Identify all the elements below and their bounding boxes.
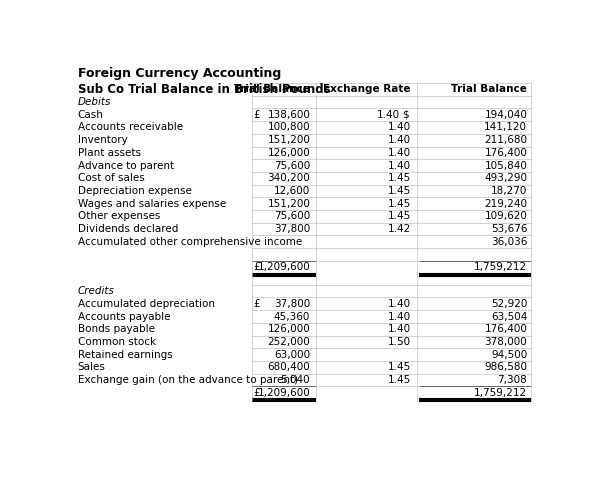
Text: 340,200: 340,200 xyxy=(268,174,310,183)
Text: Depreciation expense: Depreciation expense xyxy=(78,186,191,196)
Text: 45,360: 45,360 xyxy=(274,312,310,321)
Text: 176,400: 176,400 xyxy=(485,324,527,334)
Text: $: $ xyxy=(402,110,408,120)
Text: 63,504: 63,504 xyxy=(491,312,527,321)
Text: 211,680: 211,680 xyxy=(484,135,527,145)
Text: 109,620: 109,620 xyxy=(485,211,527,221)
Text: Credits: Credits xyxy=(78,286,115,296)
Text: Inventory: Inventory xyxy=(78,135,128,145)
Text: Cost of sales: Cost of sales xyxy=(78,174,145,183)
Text: 1.40: 1.40 xyxy=(388,161,411,171)
Text: 141,120: 141,120 xyxy=(484,122,527,133)
Text: Exchange Rate: Exchange Rate xyxy=(323,84,411,94)
Text: 1.40: 1.40 xyxy=(388,324,411,334)
Text: 18,270: 18,270 xyxy=(491,186,527,196)
Text: 75,600: 75,600 xyxy=(274,211,310,221)
Text: 151,200: 151,200 xyxy=(267,135,310,145)
Text: 75,600: 75,600 xyxy=(274,161,310,171)
Text: 176,400: 176,400 xyxy=(485,148,527,158)
Text: 126,000: 126,000 xyxy=(268,324,310,334)
Text: 151,200: 151,200 xyxy=(267,199,310,209)
Text: £: £ xyxy=(254,299,260,309)
Text: Accumulated other comprehensive income: Accumulated other comprehensive income xyxy=(78,237,302,247)
Text: 378,000: 378,000 xyxy=(485,337,527,347)
Text: Trial Balance: Trial Balance xyxy=(235,84,310,94)
Text: 1.50: 1.50 xyxy=(388,337,411,347)
Text: £: £ xyxy=(254,262,260,272)
Text: 1.45: 1.45 xyxy=(388,174,411,183)
Text: Common stock: Common stock xyxy=(78,337,156,347)
Text: 63,000: 63,000 xyxy=(274,350,310,360)
Text: 252,000: 252,000 xyxy=(268,337,310,347)
Text: 1.45: 1.45 xyxy=(388,362,411,372)
Text: 1.45: 1.45 xyxy=(388,211,411,221)
Text: 53,676: 53,676 xyxy=(491,224,527,234)
Text: 138,600: 138,600 xyxy=(267,110,310,120)
Text: 1.45: 1.45 xyxy=(388,199,411,209)
Text: 5,040: 5,040 xyxy=(281,375,310,385)
Text: Accumulated depreciation: Accumulated depreciation xyxy=(78,299,215,309)
Text: Plant assets: Plant assets xyxy=(78,148,141,158)
Text: 194,040: 194,040 xyxy=(485,110,527,120)
Text: 680,400: 680,400 xyxy=(268,362,310,372)
Text: 37,800: 37,800 xyxy=(274,224,310,234)
Text: Advance to parent: Advance to parent xyxy=(78,161,174,171)
Text: 7,308: 7,308 xyxy=(498,375,527,385)
Text: 1.40: 1.40 xyxy=(388,148,411,158)
Text: 1,209,600: 1,209,600 xyxy=(258,262,310,272)
Text: Bonds payable: Bonds payable xyxy=(78,324,155,334)
Text: 100,800: 100,800 xyxy=(268,122,310,133)
Text: 36,036: 36,036 xyxy=(491,237,527,247)
Text: 12,600: 12,600 xyxy=(274,186,310,196)
Text: 1.45: 1.45 xyxy=(388,375,411,385)
Text: Retained earnings: Retained earnings xyxy=(78,350,173,360)
Text: 105,840: 105,840 xyxy=(485,161,527,171)
Text: 37,800: 37,800 xyxy=(274,299,310,309)
Text: 1,209,600: 1,209,600 xyxy=(258,388,310,398)
Text: 1.45: 1.45 xyxy=(388,186,411,196)
Text: Other expenses: Other expenses xyxy=(78,211,160,221)
Text: Accounts receivable: Accounts receivable xyxy=(78,122,183,133)
Text: 493,290: 493,290 xyxy=(484,174,527,183)
Text: Dividends declared: Dividends declared xyxy=(78,224,178,234)
Text: 986,580: 986,580 xyxy=(484,362,527,372)
Text: Sub Co Trial Balance in British Pounds: Sub Co Trial Balance in British Pounds xyxy=(78,83,330,96)
Text: Wages and salaries expense: Wages and salaries expense xyxy=(78,199,226,209)
Text: £: £ xyxy=(254,110,260,120)
Text: 1,759,212: 1,759,212 xyxy=(474,262,527,272)
Text: Accounts payable: Accounts payable xyxy=(78,312,170,321)
Text: 1.42: 1.42 xyxy=(388,224,411,234)
Text: Foreign Currency Accounting: Foreign Currency Accounting xyxy=(78,67,281,80)
Text: 1.40: 1.40 xyxy=(388,122,411,133)
Text: 219,240: 219,240 xyxy=(484,199,527,209)
Text: Sales: Sales xyxy=(78,362,106,372)
Text: 52,920: 52,920 xyxy=(491,299,527,309)
Text: 1.40: 1.40 xyxy=(388,135,411,145)
Text: Cash: Cash xyxy=(78,110,103,120)
Text: Trial Balance: Trial Balance xyxy=(452,84,527,94)
Text: 94,500: 94,500 xyxy=(491,350,527,360)
Text: 1.40: 1.40 xyxy=(388,312,411,321)
Text: 1,759,212: 1,759,212 xyxy=(474,388,527,398)
Text: Debits: Debits xyxy=(78,97,111,107)
Text: 126,000: 126,000 xyxy=(268,148,310,158)
Text: Exchange gain (on the advance to parent): Exchange gain (on the advance to parent) xyxy=(78,375,298,385)
Text: 1.40: 1.40 xyxy=(388,299,411,309)
Text: 1.40: 1.40 xyxy=(377,110,400,120)
Text: £: £ xyxy=(254,388,260,398)
